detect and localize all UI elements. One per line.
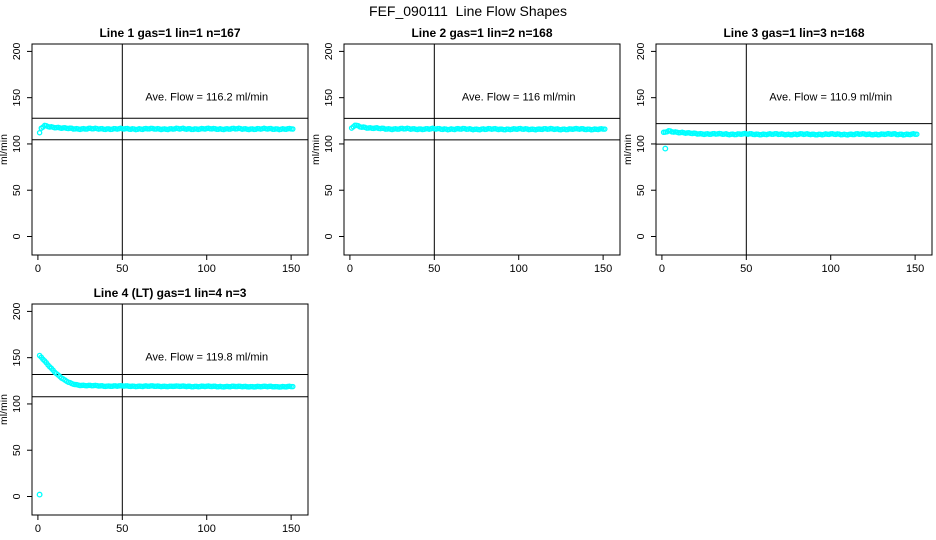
- plot-svg: Line 3 gas=1 lin=3 n=168 0 50 100 150 200 ml/m…: [624, 26, 933, 275]
- plot-svg: Line 4 (LT) gas=1 lin=4 n=3 0 50 100 150 200 m…: [0, 286, 309, 535]
- x-tick-label: 100: [510, 263, 528, 275]
- x-tick-label: 100: [198, 263, 216, 275]
- outlier-point: [662, 145, 669, 152]
- flow-series: [36, 122, 296, 136]
- y-tick-label: 200: [11, 302, 23, 320]
- y-tick-label: 200: [635, 42, 647, 60]
- x-tick-label: 50: [428, 263, 440, 275]
- panel-line-4: Line 4 (LT) gas=1 lin=4 n=3 0 50 100 150 200 m…: [0, 284, 312, 540]
- plot-svg: Line 1 gas=1 lin=1 n=167 0 50 100 150 200 ml/m…: [0, 26, 309, 275]
- panel-title: Line 2 gas=1 lin=2 n=168: [411, 26, 552, 40]
- x-tick-label: 50: [116, 263, 128, 275]
- outlier-point: [36, 491, 43, 498]
- y-axis-label: ml/min: [0, 134, 10, 165]
- x-tick-label: 100: [198, 523, 216, 535]
- x-tick-label: 150: [282, 263, 300, 275]
- ave-flow-annotation: Ave. Flow = 116 ml/min: [462, 91, 576, 103]
- y-tick-label: 50: [635, 184, 647, 196]
- data-point: [914, 131, 920, 137]
- y-tick-label: 100: [635, 135, 647, 153]
- figure-title: FEF_090111 Line Flow Shapes: [369, 3, 567, 19]
- x-tick-label: 50: [116, 523, 128, 535]
- y-axis-label: ml/min: [0, 394, 10, 425]
- x-tick-label: 100: [822, 263, 840, 275]
- flow-series: [348, 122, 608, 133]
- y-axis-label: ml/min: [312, 134, 322, 165]
- data-point: [290, 383, 296, 390]
- flow-series: [660, 127, 920, 152]
- y-tick-label: 200: [11, 42, 23, 60]
- y-axis-label: ml/min: [624, 134, 634, 165]
- data-point: [36, 129, 43, 136]
- x-tick-label: 0: [35, 263, 41, 275]
- x-tick-label: 50: [740, 263, 752, 275]
- x-tick-label: 0: [659, 263, 665, 275]
- plot-box: [343, 43, 621, 256]
- y-tick-label: 150: [635, 89, 647, 107]
- y-tick-label: 0: [323, 233, 335, 239]
- ave-flow-annotation: Ave. Flow = 119.8 ml/min: [145, 351, 268, 363]
- plot-box: [31, 303, 309, 516]
- y-tick-label: 100: [11, 395, 23, 413]
- panel-title: Line 3 gas=1 lin=3 n=168: [723, 26, 864, 40]
- x-tick-label: 150: [282, 523, 300, 535]
- data-point: [602, 126, 608, 132]
- data-point: [290, 126, 296, 132]
- ave-flow-annotation: Ave. Flow = 116.2 ml/min: [145, 91, 268, 103]
- y-tick-label: 200: [323, 42, 335, 60]
- plot-svg: Line 2 gas=1 lin=2 n=168 0 50 100 150 200 ml/m…: [312, 26, 621, 275]
- y-tick-label: 100: [11, 135, 23, 153]
- y-tick-label: 0: [11, 233, 23, 239]
- y-tick-label: 50: [11, 184, 23, 196]
- panel-title: Line 1 gas=1 lin=1 n=167: [99, 26, 240, 40]
- y-tick-label: 50: [323, 184, 335, 196]
- y-tick-label: 150: [11, 89, 23, 107]
- flow-series: [36, 352, 296, 498]
- panel-line-2: Line 2 gas=1 lin=2 n=168 0 50 100 150 200 ml/m…: [312, 24, 624, 280]
- plot-box: [31, 43, 309, 256]
- x-tick-label: 0: [35, 523, 41, 535]
- x-tick-label: 0: [347, 263, 353, 275]
- y-tick-label: 150: [11, 349, 23, 367]
- y-tick-label: 0: [635, 233, 647, 239]
- y-tick-label: 100: [323, 135, 335, 153]
- ave-flow-annotation: Ave. Flow = 110.9 ml/min: [769, 91, 892, 103]
- x-tick-label: 150: [906, 263, 924, 275]
- y-tick-label: 0: [11, 493, 23, 499]
- panel-line-3: Line 3 gas=1 lin=3 n=168 0 50 100 150 200 ml/m…: [624, 24, 936, 280]
- y-tick-label: 50: [11, 444, 23, 456]
- x-tick-label: 150: [594, 263, 612, 275]
- plot-box: [655, 43, 933, 256]
- y-tick-label: 150: [323, 89, 335, 107]
- panel-line-1: Line 1 gas=1 lin=1 n=167 0 50 100 150 200 ml/m…: [0, 24, 312, 280]
- panel-title: Line 4 (LT) gas=1 lin=4 n=3: [94, 286, 247, 300]
